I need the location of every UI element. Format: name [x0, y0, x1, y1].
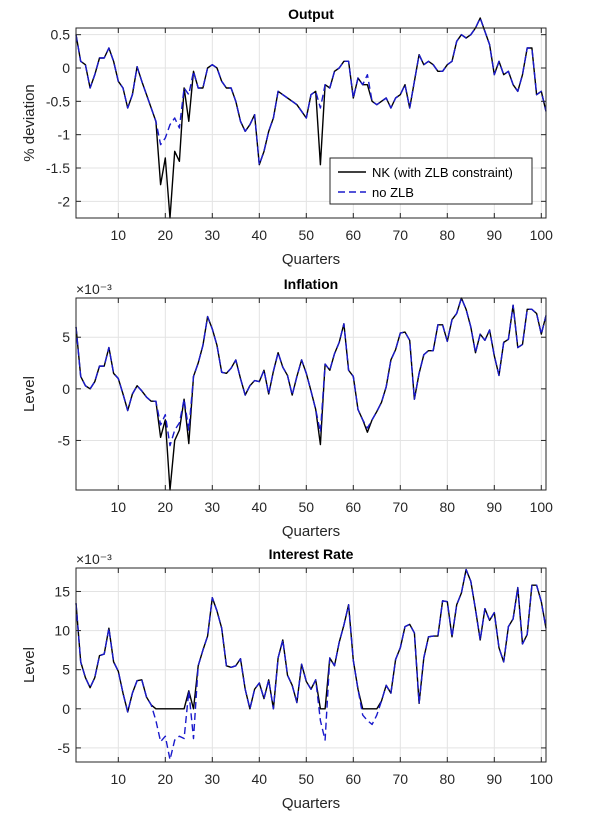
output-x-tick-label: 100	[530, 227, 554, 243]
output-y-axis-label: % deviation	[21, 84, 38, 162]
inflation-x-tick-label: 80	[440, 499, 456, 515]
output-series-no-zlb-line	[75, 17, 547, 166]
inflation-x-tick-label: 20	[158, 499, 174, 515]
interest-rate-y-tick-label: 5	[62, 662, 70, 678]
interest-rate-x-tick-label: 50	[299, 771, 315, 787]
inflation-axis-exponent: ×10⁻³	[76, 281, 112, 297]
output-x-tick-label: 70	[393, 227, 409, 243]
inflation-x-tick-label: 50	[299, 499, 315, 515]
output-x-tick-label: 50	[299, 227, 315, 243]
output-x-tick-label: 40	[252, 227, 268, 243]
output-x-tick-label: 30	[205, 227, 221, 243]
output-x-tick-label: 60	[346, 227, 362, 243]
interest-rate-plot-area	[76, 568, 546, 762]
inflation-x-axis-label: Quarters	[282, 523, 340, 540]
output-y-tick-label: 0.5	[51, 27, 71, 43]
output-x-axis-label: Quarters	[282, 251, 340, 268]
inflation-x-tick-label: 60	[346, 499, 362, 515]
interest-rate-x-tick-label: 10	[111, 771, 127, 787]
interest-rate-x-tick-label: 80	[440, 771, 456, 787]
inflation-x-tick-label: 30	[205, 499, 221, 515]
inflation-chart: 10 20 30 40 50 60 70 80 90 100 -5 0 5 Inflation Quarte…	[21, 276, 553, 540]
interest-rate-x-tick-label: 20	[158, 771, 174, 787]
interest-rate-x-tick-label: 40	[252, 771, 268, 787]
inflation-x-tick-label: 90	[487, 499, 503, 515]
output-x-tick-label: 20	[158, 227, 174, 243]
interest-rate-x-tick-label: 90	[487, 771, 503, 787]
output-x-tick-label: 10	[111, 227, 127, 243]
inflation-x-tick-label: 10	[111, 499, 127, 515]
interest-rate-series-no-zlb-line	[75, 568, 547, 761]
interest-rate-chart: 10 20 30 40 50 60 70 80 90 100 -5 0 5 10 15 Interest Ra…	[21, 546, 553, 812]
interest-rate-y-tick-label: 0	[62, 701, 70, 717]
interest-rate-y-axis-label: Level	[21, 647, 38, 683]
interest-rate-y-tick-label: 10	[54, 623, 70, 639]
inflation-x-tick-label: 40	[252, 499, 268, 515]
inflation-y-tick-label: 0	[62, 381, 70, 397]
interest-rate-axes-box	[75, 567, 547, 763]
output-y-tick-label: -1	[58, 127, 71, 143]
inflation-axes-box	[75, 297, 547, 491]
output-legend: NK (with ZLB constraint) no ZLB	[329, 157, 533, 205]
interest-rate-x-axis-label: Quarters	[282, 795, 340, 812]
inflation-y-axis-label: Level	[21, 376, 38, 412]
interest-rate-y-tick-label: 15	[54, 583, 70, 599]
legend-box	[329, 157, 533, 205]
inflation-x-tick-label: 70	[393, 499, 409, 515]
inflation-plot-area	[76, 298, 546, 490]
interest-rate-axis-exponent: ×10⁻³	[76, 551, 112, 567]
output-y-tick-label: 0	[62, 60, 70, 76]
inflation-title: Inflation	[284, 276, 338, 292]
output-y-tick-label: -0.5	[46, 93, 70, 109]
legend-label: NK (with ZLB constraint)	[372, 165, 513, 180]
interest-rate-x-tick-label: 70	[393, 771, 409, 787]
interest-rate-x-tick-label: 30	[205, 771, 221, 787]
output-x-tick-label: 80	[440, 227, 456, 243]
output-axes-box	[75, 27, 547, 219]
legend-label: no ZLB	[372, 185, 414, 200]
interest-rate-y-tick-label: -5	[58, 740, 71, 756]
interest-rate-title: Interest Rate	[269, 546, 354, 562]
output-title: Output	[288, 6, 334, 22]
inflation-x-tick-label: 100	[530, 499, 554, 515]
output-y-tick-label: -1.5	[46, 160, 70, 176]
output-x-tick-label: 90	[487, 227, 503, 243]
interest-rate-x-tick-label: 100	[530, 771, 554, 787]
inflation-y-tick-label: -5	[58, 432, 71, 448]
interest-rate-x-tick-label: 60	[346, 771, 362, 787]
inflation-series-no-zlb-line	[75, 297, 547, 447]
output-chart: 10 20 30 40 50 60 70 80 90 100 -2 -1.5 -1 -0.5 0 0.5 Out…	[21, 6, 553, 268]
inflation-y-tick-label: 5	[62, 329, 70, 345]
output-y-tick-label: -2	[58, 193, 71, 209]
